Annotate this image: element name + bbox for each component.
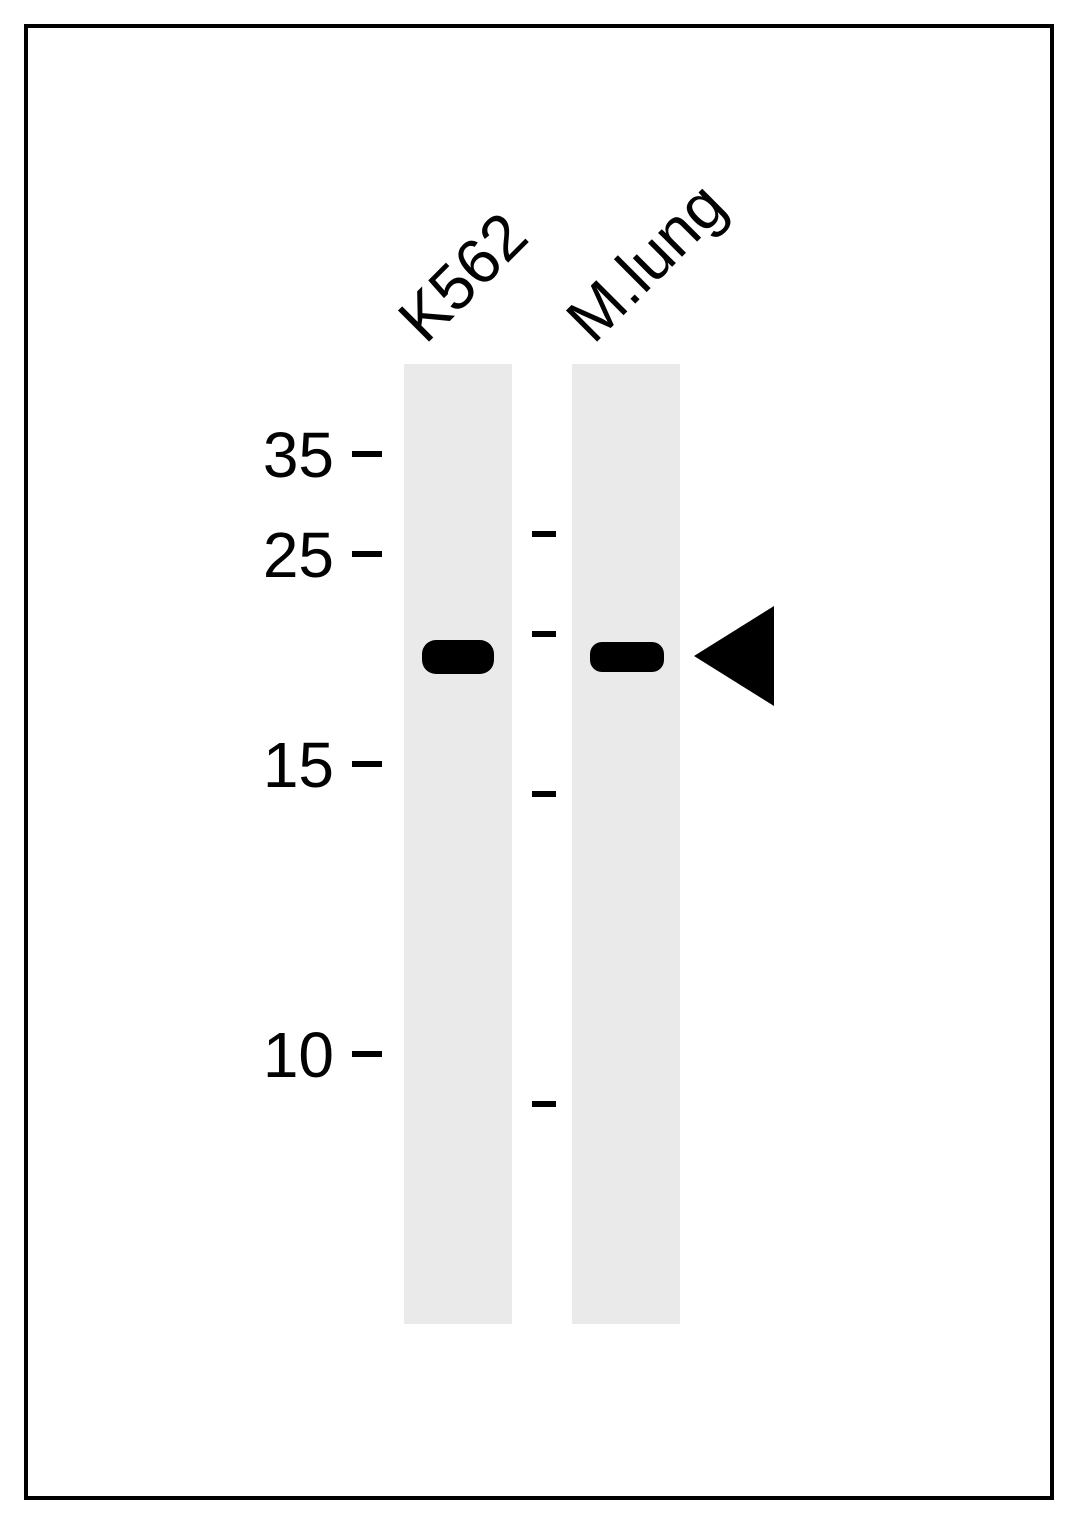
figure-frame: K562 M.lung 35 25 15 10 xyxy=(24,24,1054,1500)
band-lane2 xyxy=(590,642,664,672)
mw-marker-15: 15 xyxy=(214,728,334,802)
lane-label-mlung: M.lung xyxy=(552,168,740,356)
band-arrow-indicator xyxy=(694,606,774,706)
mw-marker-10: 10 xyxy=(214,1018,334,1092)
mw-tick-left-25 xyxy=(352,551,382,557)
mw-marker-35: 35 xyxy=(214,418,334,492)
mw-marker-25: 25 xyxy=(214,518,334,592)
mw-tick-mid-1 xyxy=(532,631,556,637)
blot-area: K562 M.lung 35 25 15 10 xyxy=(28,28,1050,1496)
mw-tick-left-10 xyxy=(352,1051,382,1057)
band-lane1 xyxy=(422,640,494,674)
mw-tick-mid-0 xyxy=(532,531,556,537)
mw-tick-mid-3 xyxy=(532,1101,556,1107)
lane-mlung xyxy=(572,364,680,1324)
mw-tick-mid-2 xyxy=(532,791,556,797)
mw-tick-left-15 xyxy=(352,761,382,767)
mw-tick-left-35 xyxy=(352,451,382,457)
lane-label-k562: K562 xyxy=(384,198,542,356)
lane-k562 xyxy=(404,364,512,1324)
